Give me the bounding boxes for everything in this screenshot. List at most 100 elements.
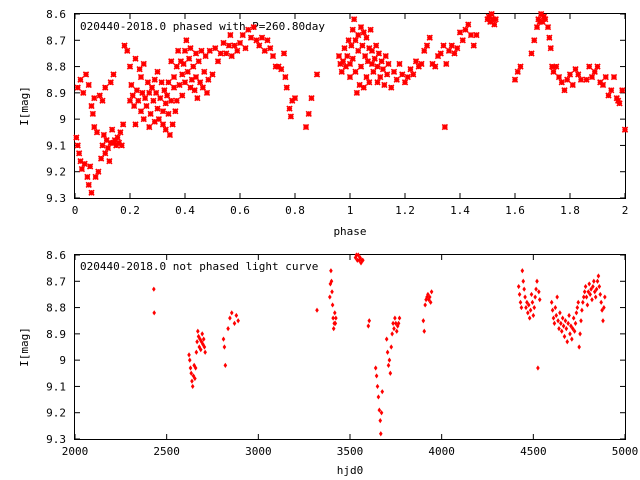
data-point bbox=[168, 97, 175, 104]
data-point bbox=[158, 79, 165, 86]
data-point bbox=[234, 312, 239, 319]
data-point bbox=[162, 126, 169, 133]
data-point bbox=[553, 304, 558, 311]
data-point bbox=[599, 299, 603, 305]
data-point bbox=[95, 168, 102, 175]
data-point bbox=[528, 50, 535, 57]
data-point bbox=[78, 165, 86, 173]
data-point bbox=[366, 45, 373, 52]
data-point bbox=[184, 68, 191, 75]
data-point bbox=[187, 84, 194, 91]
data-point bbox=[313, 71, 321, 78]
data-point bbox=[392, 326, 396, 332]
data-point bbox=[117, 129, 124, 136]
data-point bbox=[379, 410, 384, 416]
data-point bbox=[573, 320, 578, 326]
data-point bbox=[429, 60, 436, 68]
data-point bbox=[229, 310, 234, 316]
plot-frame bbox=[74, 13, 626, 199]
data-point bbox=[228, 52, 235, 60]
data-point bbox=[225, 42, 233, 49]
data-point bbox=[382, 52, 389, 60]
data-point bbox=[526, 302, 531, 308]
data-point bbox=[147, 110, 154, 118]
data-point bbox=[594, 286, 599, 292]
data-point bbox=[84, 173, 91, 181]
data-point bbox=[616, 100, 623, 107]
data-point bbox=[520, 268, 525, 274]
data-point bbox=[106, 158, 113, 165]
data-point bbox=[361, 257, 365, 263]
data-point bbox=[190, 383, 195, 390]
data-point bbox=[152, 310, 156, 316]
data-point bbox=[74, 84, 81, 91]
data-point bbox=[533, 294, 537, 300]
data-point bbox=[337, 60, 344, 68]
data-point bbox=[187, 352, 191, 358]
data-point bbox=[356, 252, 361, 258]
data-point bbox=[222, 344, 227, 350]
data-point bbox=[194, 94, 201, 102]
data-point bbox=[585, 302, 590, 308]
data-point bbox=[137, 73, 145, 81]
data-point bbox=[329, 268, 333, 274]
data-point bbox=[168, 58, 175, 65]
data-point bbox=[614, 97, 622, 104]
data-point bbox=[75, 150, 83, 157]
data-point bbox=[291, 94, 299, 102]
data-point bbox=[80, 89, 87, 97]
data-point bbox=[146, 123, 153, 131]
y-tick-label: 8.7 bbox=[46, 34, 66, 47]
data-point bbox=[170, 73, 178, 81]
data-point bbox=[587, 281, 592, 287]
data-point bbox=[192, 73, 200, 81]
plot-title: 020440-2018.0 not phased light curve bbox=[80, 260, 318, 273]
data-point bbox=[305, 110, 312, 118]
y-tick-label: 8.8 bbox=[46, 61, 66, 74]
x-tick-label: 2000 bbox=[62, 445, 89, 458]
data-point bbox=[465, 21, 472, 28]
data-point bbox=[247, 34, 255, 41]
data-point bbox=[91, 123, 98, 131]
data-point bbox=[454, 45, 461, 52]
data-point bbox=[560, 315, 565, 321]
data-point bbox=[198, 347, 203, 353]
data-point bbox=[193, 365, 198, 371]
data-point bbox=[133, 87, 141, 94]
data-point bbox=[379, 431, 383, 437]
y-axis-label: I[mag] bbox=[18, 327, 31, 367]
data-point bbox=[561, 87, 568, 94]
data-point bbox=[330, 302, 335, 308]
data-point bbox=[451, 50, 458, 57]
data-point bbox=[332, 310, 337, 316]
x-tick-label: 5000 bbox=[612, 445, 639, 458]
data-point bbox=[567, 312, 571, 319]
data-point bbox=[136, 66, 143, 73]
axis-ticks: 0 0.2 0.4 0.6 0.8 1 1.2 1.4 1.6 1.8 2 8.6 8.7 8.8 8.9 9… bbox=[46, 8, 628, 217]
x-tick-label: 0.8 bbox=[285, 204, 305, 217]
data-point bbox=[150, 97, 157, 104]
data-point bbox=[363, 73, 370, 81]
data-point bbox=[536, 18, 543, 26]
data-point bbox=[550, 68, 557, 75]
data-point bbox=[88, 102, 95, 110]
data-point bbox=[289, 97, 296, 104]
data-point bbox=[410, 71, 417, 78]
data-point bbox=[302, 123, 310, 131]
data-point bbox=[188, 76, 196, 83]
data-point bbox=[223, 50, 230, 57]
data-point bbox=[588, 73, 596, 81]
data-point bbox=[143, 102, 150, 110]
data-point bbox=[581, 294, 586, 300]
data-point bbox=[179, 92, 186, 99]
data-points bbox=[152, 252, 607, 437]
plot-title: 020440-2018.0 phased with P=260.80day bbox=[80, 20, 325, 33]
data-point bbox=[592, 278, 596, 284]
data-point bbox=[572, 66, 579, 73]
data-point bbox=[113, 142, 120, 149]
data-point bbox=[530, 299, 535, 305]
data-point bbox=[381, 81, 388, 89]
data-point bbox=[358, 255, 362, 261]
y-tick-label: 9.1 bbox=[46, 380, 66, 393]
data-point bbox=[531, 37, 538, 44]
